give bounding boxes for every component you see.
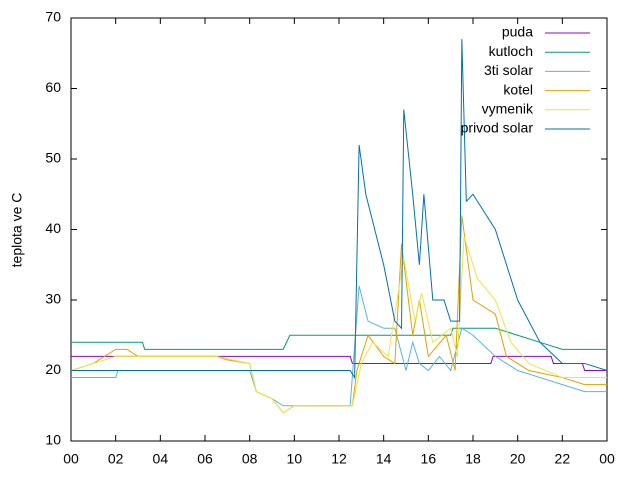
x-tick-label: 06: [197, 451, 213, 467]
y-tick-label: 50: [45, 150, 61, 166]
series-line: [71, 285, 607, 407]
x-tick-label: 16: [421, 451, 437, 467]
legend-label: kutloch: [489, 43, 533, 59]
series-line: [71, 355, 607, 371]
x-tick-label: 12: [331, 451, 347, 467]
x-tick-label: 04: [153, 451, 169, 467]
series-line: [71, 39, 608, 380]
series-line: [70, 215, 607, 414]
x-tick-label: 00: [63, 451, 79, 467]
legend-label: 3ti solar: [484, 62, 533, 78]
x-tick-label: 08: [242, 451, 258, 467]
legend-label: vymenik: [482, 101, 534, 117]
legend-label: puda: [502, 24, 533, 40]
x-tick-label: 00: [599, 451, 615, 467]
y-tick-label: 30: [45, 291, 61, 307]
x-tick-label: 20: [510, 451, 526, 467]
legend-label: privod solar: [461, 120, 534, 136]
y-tick-label: 70: [45, 9, 61, 25]
x-tick-label: 02: [108, 451, 124, 467]
series-line: [71, 327, 607, 350]
x-tick-label: 22: [555, 451, 571, 467]
series-line: [70, 236, 607, 414]
y-tick-label: 60: [45, 79, 61, 95]
y-tick-label: 20: [45, 361, 61, 377]
x-tick-label: 14: [376, 451, 392, 467]
y-tick-label: 40: [45, 220, 61, 236]
legend-label: kotel: [503, 81, 533, 97]
x-tick-label: 10: [287, 451, 303, 467]
x-tick-label: 18: [465, 451, 481, 467]
y-tick-label: 10: [45, 432, 61, 448]
y-axis-label: teplota ve C: [9, 193, 25, 268]
